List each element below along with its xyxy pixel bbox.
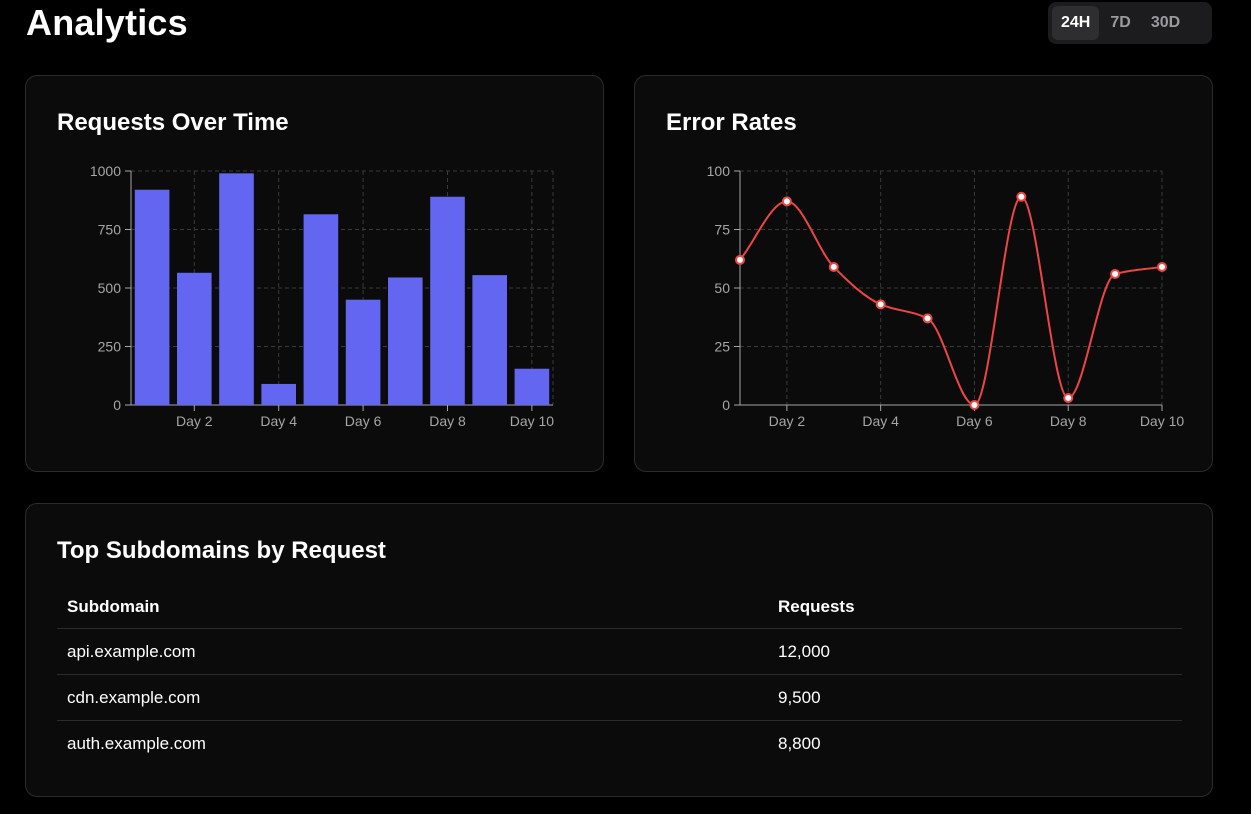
data-point — [1016, 191, 1027, 202]
y-tick-label: 75 — [714, 222, 730, 238]
top-subdomains-title: Top Subdomains by Request — [57, 537, 386, 564]
top-subdomains-card: Top Subdomains by Request Subdomain Requ… — [25, 503, 1213, 797]
data-point — [735, 254, 745, 265]
y-tick-label: 750 — [98, 222, 122, 238]
error-rates-title: Error Rates — [666, 109, 797, 136]
x-tick-label: Day 6 — [345, 413, 382, 429]
data-point — [1157, 261, 1167, 272]
requests-cell: 9,500 — [768, 674, 1182, 721]
data-point — [1110, 268, 1121, 279]
error-rate-line — [739, 195, 1163, 407]
requests-chart-title: Requests Over Time — [57, 109, 289, 136]
table-header-row: Subdomain Requests — [57, 585, 1182, 629]
subdomain-cell: auth.example.com — [67, 733, 206, 753]
bar — [303, 214, 339, 405]
table-row[interactable]: api.example.com 12,000 — [57, 628, 1182, 675]
column-header-requests: Requests — [768, 585, 1182, 629]
x-tick-label: Day 8 — [429, 413, 466, 429]
bar — [472, 275, 508, 405]
requests-cell: 8,800 — [778, 733, 821, 753]
subdomain-cell: cdn.example.com — [57, 674, 768, 721]
bar — [345, 299, 381, 405]
y-tick-label: 500 — [98, 280, 122, 296]
data-point — [781, 196, 792, 207]
x-tick-label: Day 4 — [862, 413, 899, 429]
time-range-selector: 24H 7D 30D — [1048, 2, 1212, 44]
data-point — [922, 313, 933, 324]
subdomain-cell: api.example.com — [57, 628, 768, 675]
page-title: Analytics — [26, 2, 188, 43]
y-tick-label: 0 — [113, 397, 121, 413]
requests-cell: 12,000 — [768, 628, 1182, 675]
x-tick-label: Day 2 — [176, 413, 213, 429]
y-tick-label: 25 — [714, 339, 730, 355]
y-tick-label: 1000 — [90, 163, 121, 179]
x-tick-label: Day 6 — [956, 413, 993, 429]
data-point — [969, 400, 980, 410]
bar — [219, 173, 254, 405]
x-tick-label: Day 10 — [1140, 413, 1185, 429]
x-tick-label: Day 8 — [1050, 413, 1087, 429]
table-row[interactable]: auth.example.com 8,800 — [57, 721, 1182, 767]
y-tick-label: 250 — [98, 339, 122, 355]
bar — [387, 277, 423, 405]
data-point — [1063, 392, 1074, 403]
column-header-subdomain: Subdomain — [57, 585, 768, 629]
range-7d-button[interactable]: 7D — [1110, 14, 1131, 31]
y-tick-label: 50 — [714, 280, 730, 296]
table-row[interactable]: cdn.example.com 9,500 — [57, 674, 1182, 721]
error-rates-line-chart: 0 25 50 75 100 Day 2 Day 4 Day 6 Day 8 Day 10 — [707, 163, 1185, 429]
bar — [430, 196, 465, 405]
bar — [261, 383, 297, 405]
subdomains-table: Subdomain Requests api.example.com 12,00… — [57, 585, 1182, 766]
requests-bar-chart: 0 250 500 750 1000 Day 2 Day 4 Day 6 Day 8 Day 10 — [90, 163, 555, 429]
range-30d-button[interactable]: 30D — [1150, 14, 1181, 31]
y-tick-label: 100 — [707, 163, 731, 179]
requests-chart-card: Requests Over Time 0 250 500 750 1000 Day 2 Da… — [25, 75, 604, 472]
bar — [176, 272, 212, 405]
range-24h-button[interactable]: 24H — [1052, 6, 1100, 40]
bar — [134, 189, 170, 405]
x-tick-label: Day 4 — [260, 413, 297, 429]
x-tick-label: Day 2 — [769, 413, 806, 429]
x-tick-label: Day 10 — [510, 413, 555, 429]
y-tick-label: 0 — [722, 397, 730, 413]
data-point — [828, 261, 839, 272]
data-point — [875, 299, 886, 310]
error-rates-card: Error Rates 0 25 50 75 100 Day 2 Day 4 Day 6 Day… — [634, 75, 1213, 472]
bar — [514, 368, 550, 405]
